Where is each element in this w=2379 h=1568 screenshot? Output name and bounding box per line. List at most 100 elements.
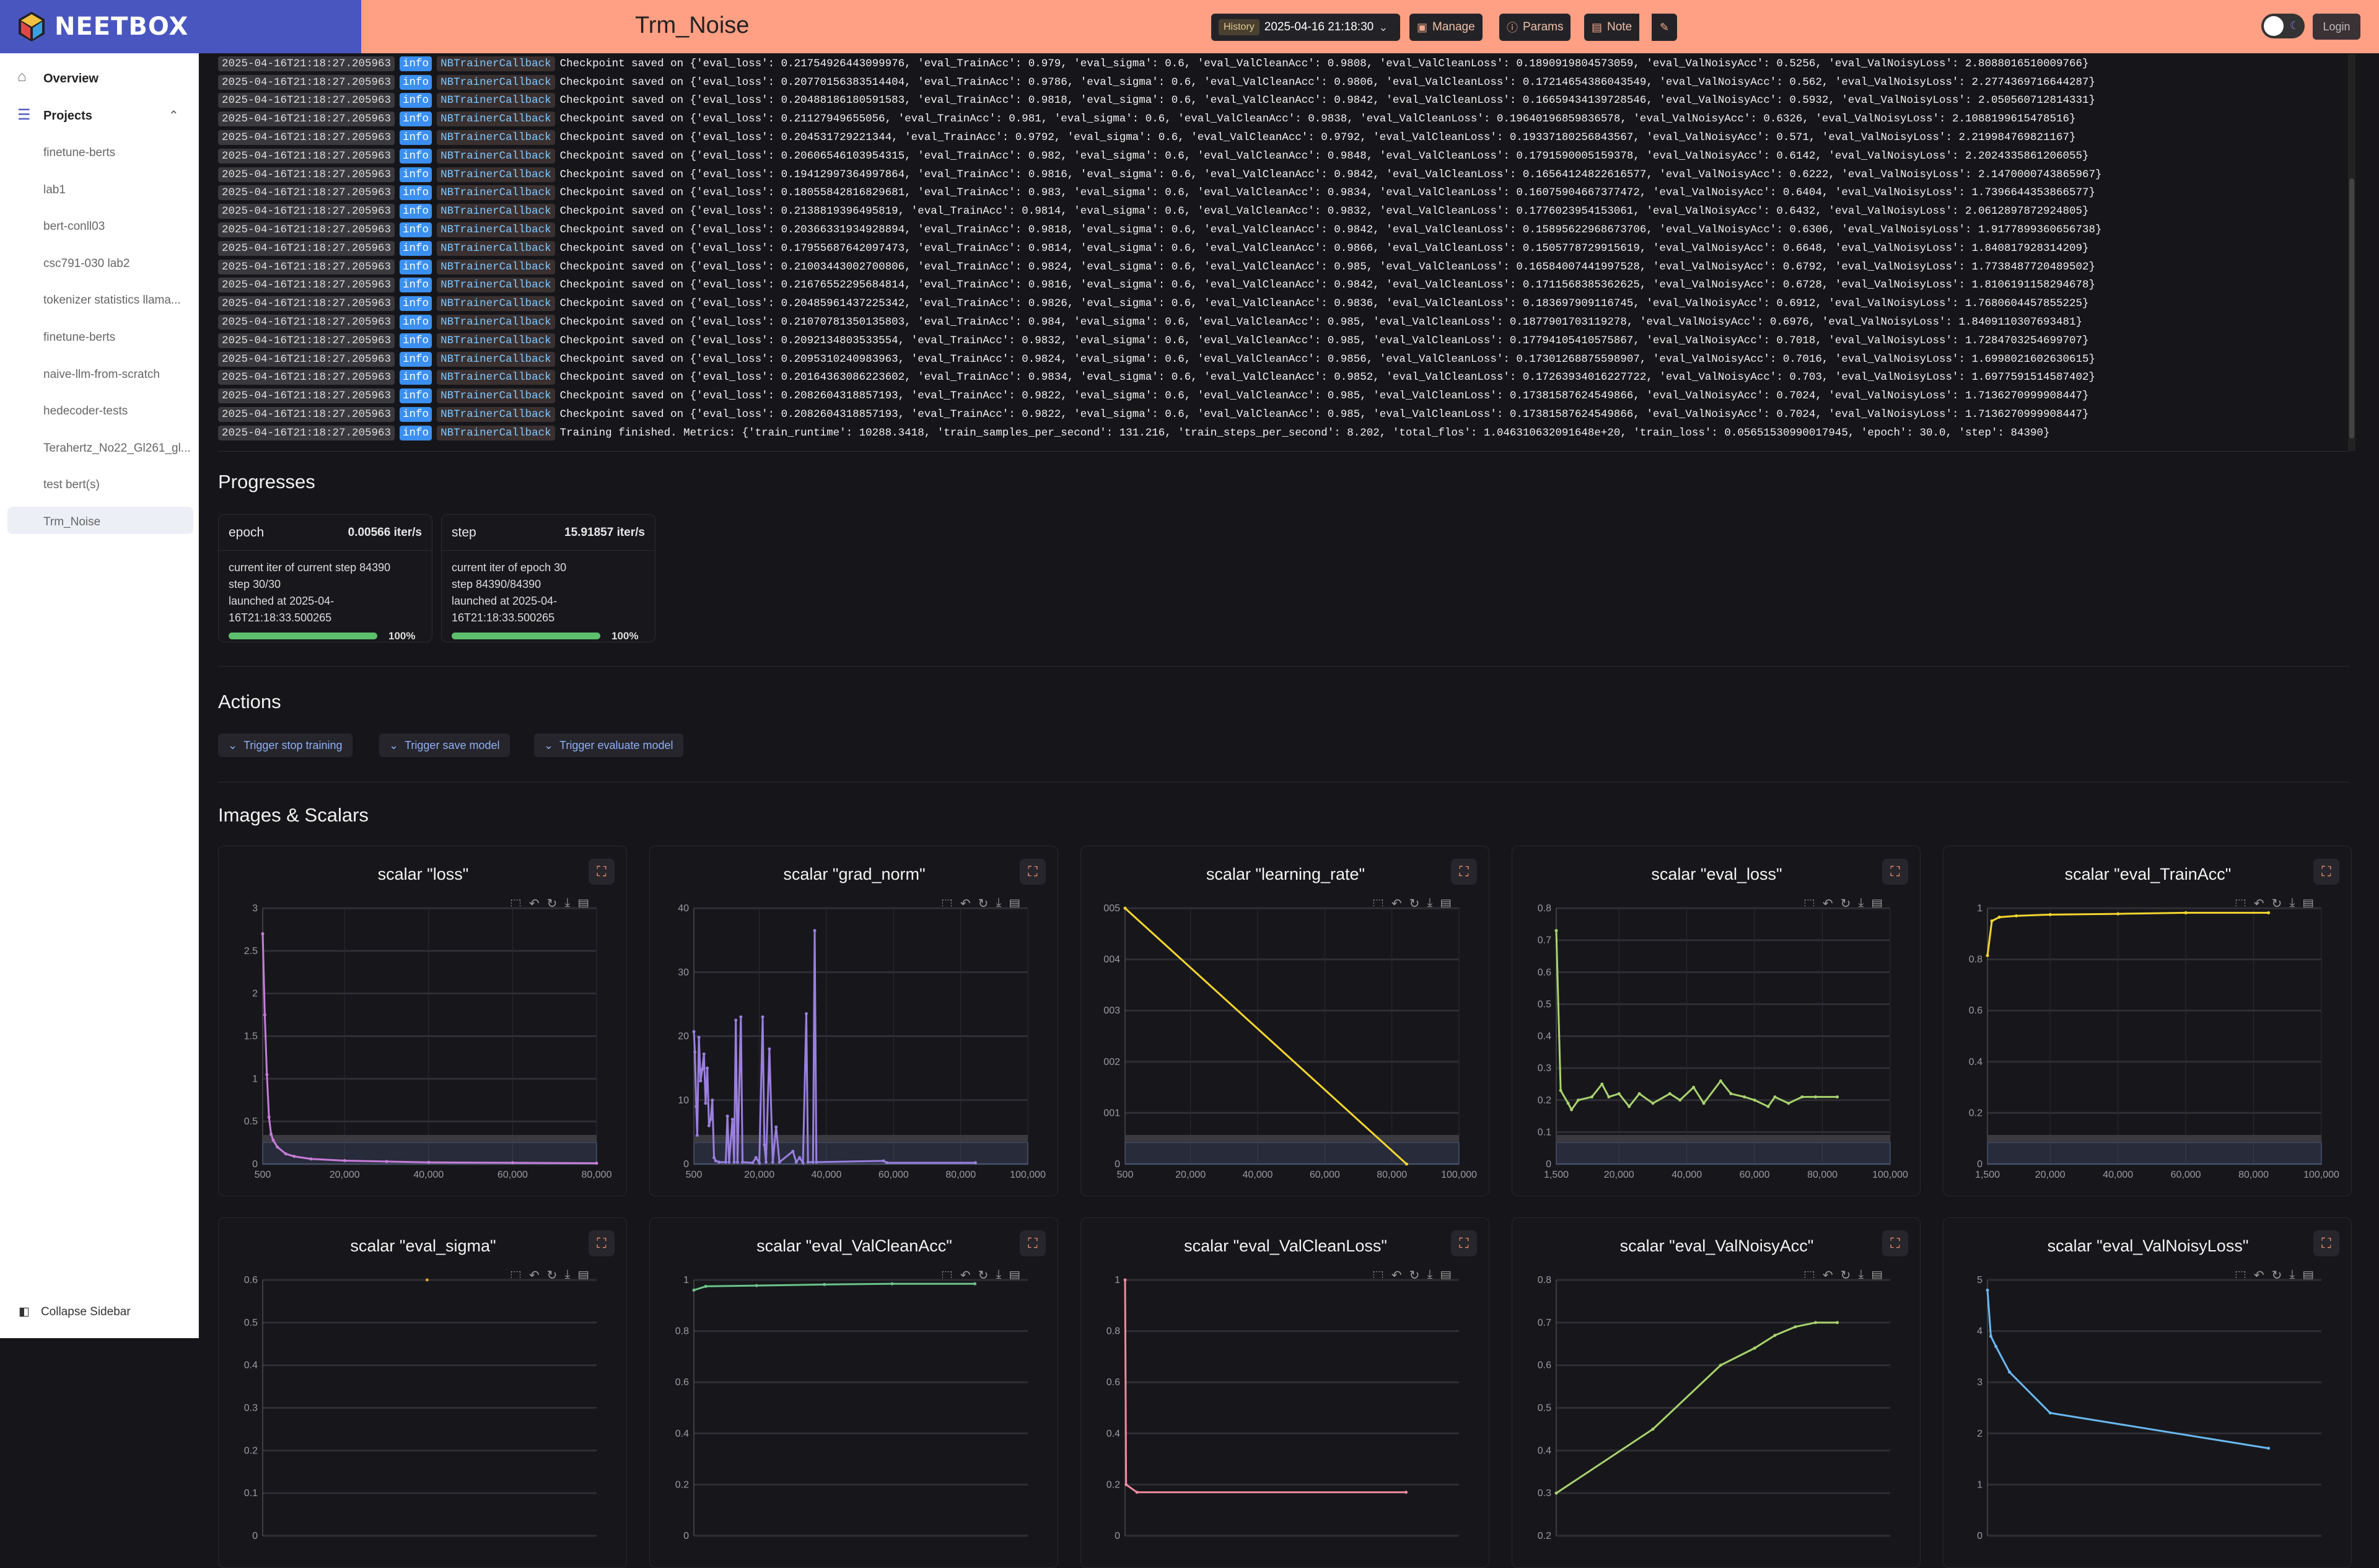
data-point [739,1015,743,1019]
log-message: Checkpoint saved on {'eval_loss': 0.2167… [559,279,2095,292]
data-zoom-slider[interactable] [1124,1142,1460,1165]
download-icon[interactable]: ⤓ [996,1268,1002,1281]
note-button[interactable]: ▤ Note [1584,14,1640,41]
pencil-icon: ✎ [1659,20,1670,33]
sidebar-project-item[interactable]: tokenizer statistics llama... [43,294,181,307]
y-tick-label: 0.8 [675,1326,689,1337]
fullscreen-button[interactable]: ⛶ [1451,1230,1477,1256]
login-button[interactable]: Login [2313,14,2360,40]
theme-toggle[interactable]: ☾ [2261,14,2305,38]
log-level-badge: info [400,370,432,385]
data-point [701,1067,704,1071]
download-icon[interactable]: ⤓ [1858,896,1864,909]
chevron-up-icon[interactable]: ⌃ [169,109,179,123]
data-zoom-slider[interactable] [1556,1142,1891,1165]
y-tick-label: 0 [1977,1159,1982,1170]
sidebar-project-item[interactable]: finetune-berts [43,146,116,159]
home-icon: ⌂ [17,68,27,85]
trigger-save-model-button[interactable]: ⌄ Trigger save model [379,734,510,757]
params-button[interactable]: ⓘ Params [1499,14,1571,41]
data-point [1702,1102,1706,1105]
progress-detail: 16T21:18:33.500265 [452,611,555,624]
download-icon[interactable]: ⤓ [1427,1268,1433,1281]
chart-plot: 0 0.2 0.4 0.6 0.8 1 1,500 20,000 40,000 60,000 80,… [1969,903,2339,1180]
data-zoom-slider[interactable] [1987,1142,2322,1165]
edit-note-button[interactable]: ✎ [1651,14,1677,41]
fullscreen-button[interactable]: ⛶ [2313,1230,2339,1256]
y-tick-label: 0.5 [1538,1403,1551,1414]
y-tick-label: 0.4 [244,1360,258,1371]
sidebar-project-item[interactable]: naive-llm-from-scratch [43,367,160,381]
log-source-badge: NBTrainerCallback [437,204,555,219]
brand-logo[interactable]: NEETBOX [0,0,361,53]
download-icon[interactable]: ⤓ [2289,1268,2295,1281]
y-tick-label: 0.8 [1969,955,1982,965]
download-icon[interactable]: ⤓ [564,1268,571,1281]
data-point [754,1156,758,1160]
sidebar-project-item[interactable]: Trm_Noise [43,515,101,528]
fullscreen-button[interactable]: ⛶ [1882,859,1908,885]
sidebar-project-item[interactable]: test bert(s) [43,478,100,492]
data-point [1814,1095,1818,1099]
progress-detail: launched at 2025-04- [452,595,558,607]
sidebar-project-item[interactable]: finetune-berts [43,331,116,344]
manage-icon: ▣ [1417,20,1428,33]
download-icon[interactable]: ⤓ [996,896,1002,909]
data-point [761,1015,765,1019]
data-point [791,1149,795,1153]
data-point [2267,1447,2271,1450]
data-point [702,1052,706,1056]
data-point [712,1156,716,1160]
fullscreen-button[interactable]: ⛶ [1020,859,1046,885]
download-icon[interactable]: ⤓ [1858,1268,1864,1281]
chevron-down-icon: ⌄ [1378,20,1388,33]
log-row: 2025-04-16T21:18:27.205963 info NBTrainerC… [218,424,2349,442]
y-tick-label: 1.5 [244,1031,258,1042]
y-tick-label: 0.4 [1106,1429,1120,1439]
chart-plot: 0 10 20 30 40 500 20,000 40,000 60,000 80,000 100,… [678,903,1046,1180]
data-zoom-handle-bar[interactable] [1125,1135,1459,1142]
log-level-badge: info [400,93,432,108]
trigger-evaluate-model-button[interactable]: ⌄ Trigger evaluate model [534,734,683,757]
log-row: 2025-04-16T21:18:27.205963 info NBTrainerC… [218,239,2349,258]
data-zoom-handle-bar[interactable] [1556,1135,1890,1142]
sidebar-item-projects[interactable]: Projects [43,109,92,123]
y-tick-label: 0.1 [1538,1127,1551,1137]
data-zoom-slider[interactable] [262,1142,597,1165]
download-icon[interactable]: ⤓ [564,896,571,909]
log-message: Checkpoint saved on {'eval_loss': 0.2095… [559,353,2095,366]
trigger-stop-training-button[interactable]: ⌄ Trigger stop training [218,734,353,757]
data-point [693,1050,697,1054]
history-label: History [1219,19,1260,35]
fullscreen-button[interactable]: ⛶ [1882,1230,1908,1256]
data-point [1590,1095,1593,1099]
log-row: 2025-04-16T21:18:27.205963 info NBTrainerC… [218,331,2349,350]
data-zoom-handle-bar[interactable] [694,1135,1028,1142]
sidebar-project-item[interactable]: hedecoder-tests [43,405,128,418]
log-scrollbar[interactable] [2348,55,2355,451]
scrollbar-thumb[interactable] [2349,178,2354,439]
manage-button[interactable]: ▣ Manage [1409,14,1483,41]
sidebar-project-item[interactable]: bert-conll03 [43,220,105,234]
y-tick-label: 0 [1546,1159,1551,1170]
history-select[interactable]: History 2025-04-16 21:18:30 ⌄ [1211,14,1400,41]
download-icon[interactable]: ⤓ [1427,896,1433,909]
log-source-badge: NBTrainerCallback [437,167,555,182]
fullscreen-button[interactable]: ⛶ [589,1230,615,1256]
data-zoom-handle-bar[interactable] [263,1135,597,1142]
data-point [261,932,265,935]
series-line [1124,1279,1406,1494]
collapse-sidebar-button[interactable]: ◧ Collapse Sidebar [19,1305,131,1319]
sidebar-project-item[interactable]: csc791-030 lab2 [43,256,130,270]
sidebar-project-item[interactable]: Terahertz_No22_Gl261_gl... [43,441,191,455]
fullscreen-button[interactable]: ⛶ [2313,859,2339,885]
fullscreen-button[interactable]: ⛶ [1451,859,1477,885]
download-icon[interactable]: ⤓ [2289,896,2295,909]
y-tick-label: 0.8 [1538,903,1551,914]
sidebar-item-overview[interactable]: Overview [43,72,99,85]
fullscreen-button[interactable]: ⛶ [1020,1230,1046,1256]
fullscreen-button[interactable]: ⛶ [589,859,615,885]
data-zoom-handle-bar[interactable] [1987,1135,2321,1142]
log-source-badge: NBTrainerCallback [437,333,555,348]
sidebar-project-item[interactable]: lab1 [43,183,66,196]
